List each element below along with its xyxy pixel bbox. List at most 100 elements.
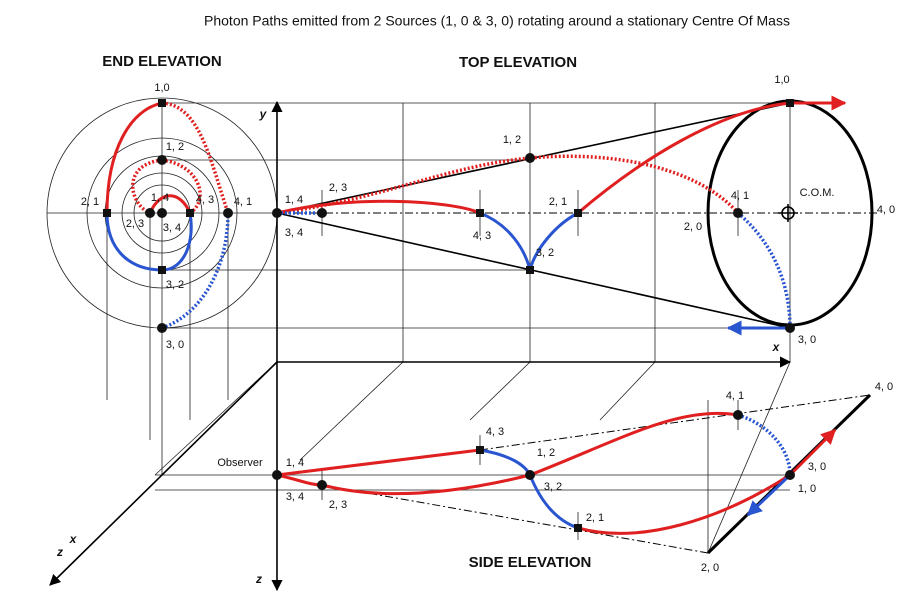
point-labels-label: 4, 3 (473, 230, 491, 242)
axis-labels-label: x (69, 532, 78, 546)
points-marker (317, 480, 327, 490)
construction-lines-line (707, 361, 791, 554)
point-labels-label: 4, 3 (196, 194, 214, 206)
point-labels-label: 3, 0 (166, 339, 184, 351)
point-labels-label: 3, 2 (536, 247, 554, 259)
axis-labels: y x x z z (56, 107, 781, 586)
photon-paths-path (737, 413, 792, 476)
axes-line (49, 361, 278, 586)
point-labels-label: 1, 2 (537, 447, 555, 459)
points-marker (145, 208, 155, 218)
points-marker (157, 208, 167, 218)
photon-paths-path (746, 473, 792, 517)
point-labels-label: Observer (217, 457, 263, 469)
photon-paths-path (577, 101, 791, 215)
axis-labels-label: z (255, 572, 262, 586)
point-labels-label: 2, 0 (684, 221, 702, 233)
photon-paths-path (788, 428, 837, 477)
photon-paths-path (131, 158, 163, 215)
axes-line (321, 484, 709, 554)
point-labels-label: 3, 2 (544, 481, 562, 493)
point-labels-label: 1, 2 (166, 141, 184, 153)
point-labels-label: 1, 4 (151, 192, 169, 204)
photon-paths-path (161, 101, 230, 214)
point-labels-label: 3, 4 (163, 222, 181, 234)
point-labels-label: 4, 1 (726, 390, 744, 402)
photon-paths-path (736, 211, 792, 329)
point-labels-label: 2, 3 (126, 218, 144, 230)
point-labels-label: 1, 4 (286, 457, 304, 469)
points-marker (733, 208, 743, 218)
point-labels-label: 2, 3 (329, 182, 347, 194)
point-labels-label: 3, 2 (166, 279, 184, 291)
points-marker (526, 266, 534, 274)
points-marker (272, 470, 282, 480)
point-labels-label: 1, 4 (285, 194, 303, 206)
points-marker (103, 209, 111, 217)
points-marker (785, 323, 795, 333)
point-labels-label: 2, 1 (549, 196, 567, 208)
construction-lines-line (299, 361, 404, 461)
point-labels-label: 1, 2 (503, 134, 521, 146)
points-marker (786, 99, 794, 107)
points-marker (525, 153, 535, 163)
point-labels-label: 2, 0 (701, 562, 719, 574)
photon-paths (105, 95, 847, 535)
side-elevation-title: SIDE ELEVATION (469, 554, 592, 571)
construction-lines-line (469, 361, 531, 421)
point-labels-label: 1, 0 (798, 483, 816, 495)
point-labels: 1,0 1, 2 2, 1 2, 3 1, 4 3, 4 4, 3 4, 1 3… (81, 74, 895, 574)
point-labels-label: 2, 3 (329, 499, 347, 511)
points-marker (272, 208, 282, 218)
points-marker (525, 470, 535, 480)
axis-labels-label: z (56, 545, 63, 559)
axes-line (479, 394, 871, 451)
point-labels-label: 3, 4 (285, 227, 303, 239)
axis-labels-label: y (259, 107, 268, 121)
points-marker (574, 209, 582, 217)
photon-paths-path (276, 448, 481, 477)
point-labels-label: 4, 1 (731, 190, 749, 202)
top-elevation-title: TOP ELEVATION (459, 54, 577, 71)
point-labels-label: C.O.M. (800, 187, 835, 199)
point-labels-label: 2, 1 (81, 196, 99, 208)
points-marker (476, 209, 484, 217)
points-marker (158, 99, 166, 107)
photon-paths-path (148, 194, 192, 214)
point-labels-label: 4, 0 (875, 381, 893, 393)
construction-lines-line (154, 361, 278, 476)
photon-paths-path (276, 411, 739, 496)
points-marker (785, 470, 795, 480)
construction-lines-line (599, 361, 656, 421)
construction-lines-marker (86, 137, 238, 289)
photon-paths-path (105, 101, 163, 214)
point-labels-label: 1,0 (774, 74, 789, 86)
axis-labels-label: x (772, 340, 781, 354)
point-labels-label: 3, 0 (808, 461, 826, 473)
point-labels-label: 4, 3 (486, 426, 504, 438)
points-marker (733, 410, 743, 420)
point-labels-label: 3, 4 (286, 491, 304, 503)
points-marker (223, 208, 233, 218)
points-marker (157, 323, 167, 333)
photon-paths-path (577, 473, 791, 535)
point-labels-label: 4, 0 (877, 204, 895, 216)
point-labels-label: 3, 0 (798, 334, 816, 346)
construction-lines-marker (121, 172, 203, 254)
photon-paths-path (276, 154, 740, 215)
points-marker (158, 266, 166, 274)
end-elevation-title: END ELEVATION (102, 53, 221, 70)
title: Photon Paths emitted from 2 Sources (1, … (204, 13, 790, 29)
photon-paths-path (276, 199, 481, 215)
point-labels-label: 1,0 (154, 82, 169, 94)
points-marker (186, 209, 194, 217)
photon-paths-path (161, 158, 202, 215)
points-marker (574, 524, 582, 532)
points-marker (476, 446, 484, 454)
point-labels-label: 4, 1 (234, 196, 252, 208)
points-marker (317, 208, 327, 218)
photon-paths-path (161, 212, 230, 330)
point-labels-label: 2, 1 (586, 512, 604, 524)
points (103, 99, 795, 532)
